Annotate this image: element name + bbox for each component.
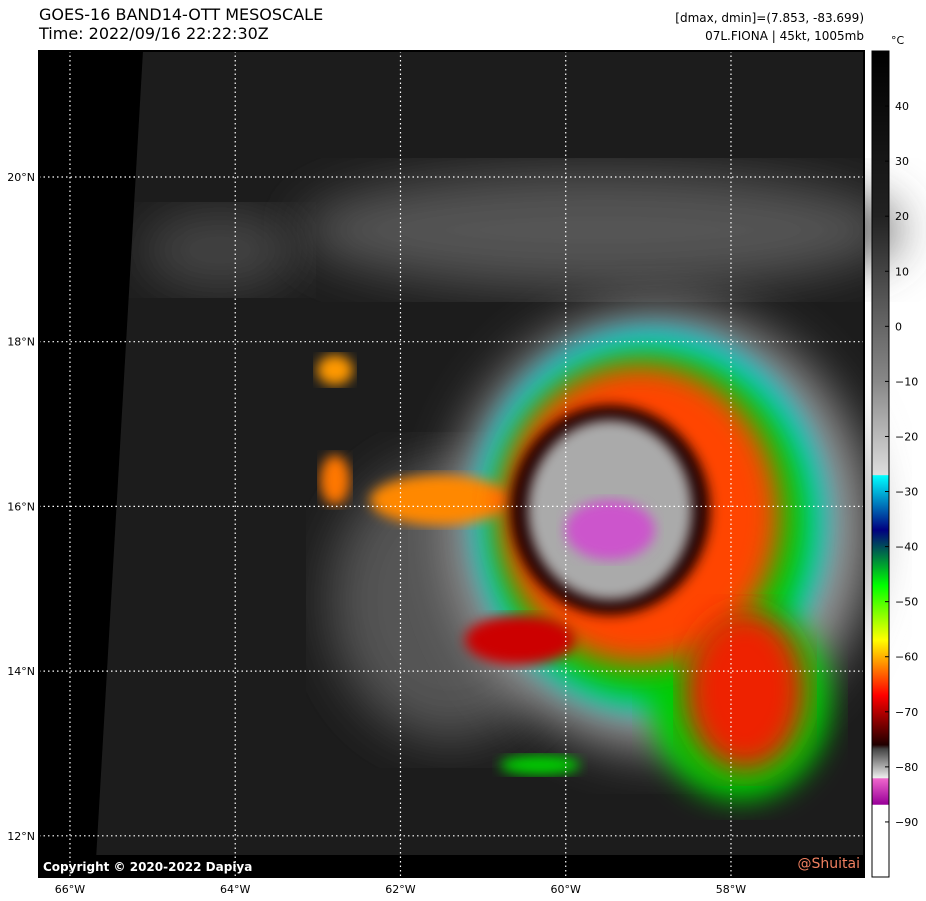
colorbar-label: −60 xyxy=(895,651,918,664)
satellite-image xyxy=(39,51,900,877)
storm-info: 07L.FIONA | 45kt, 1005mb xyxy=(705,29,864,43)
lon-label: 62°W xyxy=(385,883,415,896)
lon-label: 58°W xyxy=(716,883,746,896)
colorbar-label: 10 xyxy=(895,265,909,278)
title: GOES-16 BAND14-OTT MESOSCALE xyxy=(39,5,323,24)
copyright: Copyright © 2020-2022 Dapiya xyxy=(43,860,252,874)
colorbar-label: −90 xyxy=(895,816,918,829)
watermark: @Shuitai xyxy=(798,856,860,872)
colorbar xyxy=(871,50,890,878)
lon-label: 64°W xyxy=(220,883,250,896)
colorbar-label: −10 xyxy=(895,375,918,388)
lat-label: 20°N xyxy=(7,171,35,184)
lat-label: 14°N xyxy=(7,665,35,678)
colorbar-label: 0 xyxy=(895,320,902,333)
time: Time: 2022/09/16 22:22:30Z xyxy=(38,24,269,43)
colorbar-label: −30 xyxy=(895,486,918,499)
range-info: [dmax, dmin]=(7.853, -83.699) xyxy=(675,11,864,25)
colorbar-label: −40 xyxy=(895,541,918,554)
lon-label: 66°W xyxy=(55,883,85,896)
colorbar-label: −80 xyxy=(895,761,918,774)
colorbar-label: −50 xyxy=(895,596,918,609)
colorbar-label: −20 xyxy=(895,430,918,443)
lat-label: 16°N xyxy=(7,500,35,513)
lat-label: 18°N xyxy=(7,336,35,349)
colorbar-label: 20 xyxy=(895,210,909,223)
colorbar-label: 30 xyxy=(895,155,909,168)
lat-label: 12°N xyxy=(7,830,35,843)
colorbar-label: 40 xyxy=(895,100,909,113)
colorbar-label: −70 xyxy=(895,706,918,719)
lon-label: 60°W xyxy=(551,883,581,896)
map-frame xyxy=(38,50,865,878)
colorbar-unit: °C xyxy=(891,34,905,47)
